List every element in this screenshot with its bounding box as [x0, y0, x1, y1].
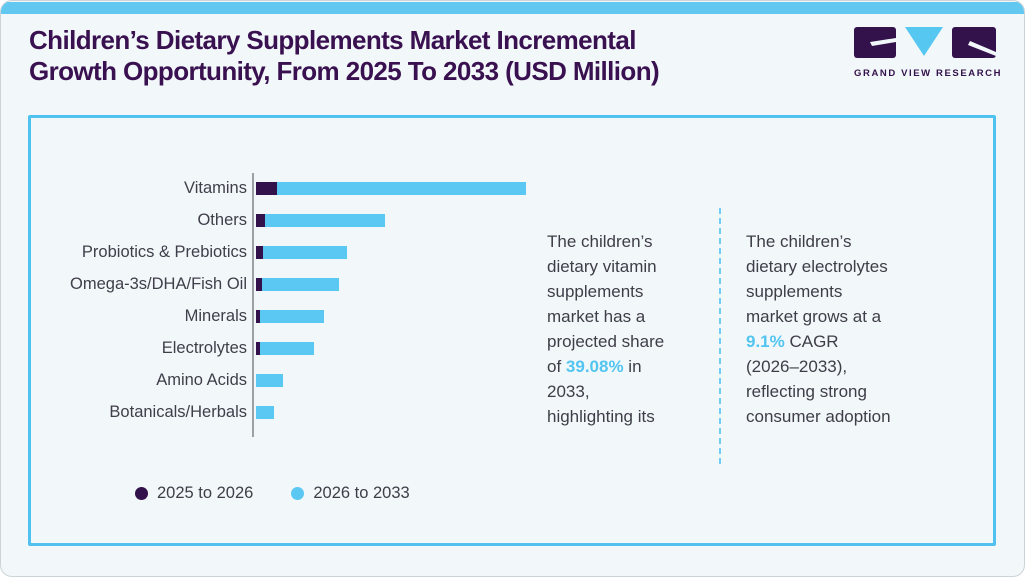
category-label: Amino Acids: [156, 370, 247, 389]
annotation-text: The children’s: [746, 232, 852, 251]
page-title-line2: Growth Opportunity, From 2025 To 2033 (U…: [29, 56, 660, 86]
legend-item-2026-2033: 2026 to 2033: [291, 484, 410, 503]
chart-row: Electrolytes: [31, 332, 591, 364]
annotation-text: 2033,: [547, 382, 590, 401]
chart-row: Vitamins: [31, 172, 591, 204]
bar-segment-2025-to-2026: [256, 341, 261, 355]
annotation-line: of 39.08% in: [547, 354, 664, 379]
annotation-text: of: [547, 357, 566, 376]
category-label: Vitamins: [184, 178, 247, 197]
logo-r-slash: [968, 41, 996, 56]
gvr-logo-mark: [854, 27, 996, 58]
annotation-line: dietary electrolytes: [746, 254, 891, 279]
bar-segment-2026-to-2033: [277, 181, 526, 195]
annotation-vitamins: The children’s dietary vitamin supplements…: [547, 229, 664, 429]
bar-stack: [256, 405, 274, 419]
top-accent-strip: [1, 2, 1024, 14]
annotation-text: market has a: [547, 307, 646, 326]
annotation-text: highlighting its: [547, 407, 655, 426]
annotation-text: consumer adoption: [746, 407, 891, 426]
annotation-text: in: [623, 357, 642, 376]
annotation-line: highlighting its: [547, 404, 664, 429]
bar-segment-2025-to-2026: [256, 245, 264, 259]
legend-swatch-2026-2033: [291, 487, 305, 500]
annotation-text: market grows at a: [746, 307, 882, 326]
annotation-text: dietary vitamin: [547, 257, 657, 276]
bar-segment-2025-to-2026: [256, 213, 266, 227]
annotation-text: dietary electrolytes: [746, 257, 888, 276]
logo-v-triangle: [905, 27, 943, 56]
bar-stack: [256, 277, 339, 291]
legend-label-2025-2026: 2025 to 2026: [157, 484, 254, 502]
annotation-text: (2026–2033),: [746, 357, 848, 376]
bar-stack: [256, 181, 526, 195]
annotation-line: consumer adoption: [746, 404, 891, 429]
category-label: Probiotics & Prebiotics: [81, 242, 247, 261]
bar-stack: [256, 341, 315, 355]
annotation-line: supplements: [547, 279, 664, 304]
category-label: Botanicals/Herbals: [109, 402, 247, 421]
annotation-divider: [719, 208, 721, 464]
category-label: Minerals: [184, 306, 247, 325]
chart-row: Botanicals/Herbals: [31, 396, 591, 428]
annotation-line: supplements: [746, 279, 891, 304]
annotation-line: market has a: [547, 304, 664, 329]
annotation-line: The children’s: [746, 229, 891, 254]
bar-segment-2026-to-2033: [260, 309, 325, 323]
logo-g-slit: [870, 38, 896, 46]
annotation-accent-value: 39.08%: [565, 357, 624, 376]
annotation-line: (2026–2033),: [746, 354, 891, 379]
bar-segment-2026-to-2033: [256, 373, 283, 387]
chart-row: Minerals: [31, 300, 591, 332]
bar-stack: [256, 245, 347, 259]
chart-rows: Vitamins Others Probiotics & Prebiotics Ome…: [31, 172, 591, 428]
chart-row: Omega-3s/DHA/Fish Oil: [31, 268, 591, 300]
bar-segment-2026-to-2033: [265, 213, 386, 227]
bar-segment-2026-to-2033: [263, 245, 347, 259]
chart-row: Others: [31, 204, 591, 236]
annotation-line: 9.1% CAGR: [746, 329, 891, 354]
legend-swatch-2025-2026: [135, 487, 148, 500]
bar-segment-2025-to-2026: [256, 309, 261, 323]
annotation-text: CAGR: [784, 332, 839, 351]
bar-chart: Vitamins Others Probiotics & Prebiotics Ome…: [31, 172, 591, 437]
category-label: Omega-3s/DHA/Fish Oil: [70, 274, 247, 293]
chart-row: Amino Acids: [31, 364, 591, 396]
annotation-line: dietary vitamin: [547, 254, 664, 279]
annotation-text: reflecting strong: [746, 382, 867, 401]
chart-legend: 2025 to 2026 2026 to 2033: [135, 484, 410, 503]
bar-segment-2026-to-2033: [256, 405, 274, 419]
bar-segment-2025-to-2026: [256, 181, 278, 195]
bar-segment-2026-to-2033: [260, 341, 315, 355]
annotation-accent-value: 9.1%: [746, 332, 785, 351]
annotation-line: 2033,: [547, 379, 664, 404]
bar-stack: [256, 309, 325, 323]
category-label: Electrolytes: [161, 338, 247, 357]
bar-segment-2026-to-2033: [261, 277, 339, 291]
annotation-electrolytes: The children’s dietary electrolytes supple…: [746, 229, 891, 429]
gvr-logo-text: GRAND VIEW RESEARCH: [854, 68, 1003, 79]
chart-row: Probiotics & Prebiotics: [31, 236, 591, 268]
legend-label-2026-2033: 2026 to 2033: [313, 484, 410, 502]
annotation-text: projected share: [547, 332, 665, 351]
page-title: Children’s Dietary Supplements Market In…: [29, 25, 660, 87]
gvr-logo: GRAND VIEW RESEARCH: [854, 27, 1003, 79]
bar-stack: [256, 213, 386, 227]
annotation-line: projected share: [547, 329, 664, 354]
bar-segment-2025-to-2026: [256, 277, 262, 291]
category-axis-line: [252, 173, 254, 437]
annotation-line: market grows at a: [746, 304, 891, 329]
annotation-text: supplements: [746, 282, 843, 301]
chart-card: Vitamins Others Probiotics & Prebiotics Ome…: [28, 115, 996, 546]
bar-stack: [256, 373, 283, 387]
annotation-line: reflecting strong: [746, 379, 891, 404]
category-label: Others: [197, 210, 247, 229]
annotation-text: supplements: [547, 282, 644, 301]
annotation-line: The children’s: [547, 229, 664, 254]
page-title-line1: Children’s Dietary Supplements Market In…: [29, 25, 636, 55]
legend-item-2025-2026: 2025 to 2026: [135, 484, 253, 503]
annotation-text: The children’s: [547, 232, 653, 251]
